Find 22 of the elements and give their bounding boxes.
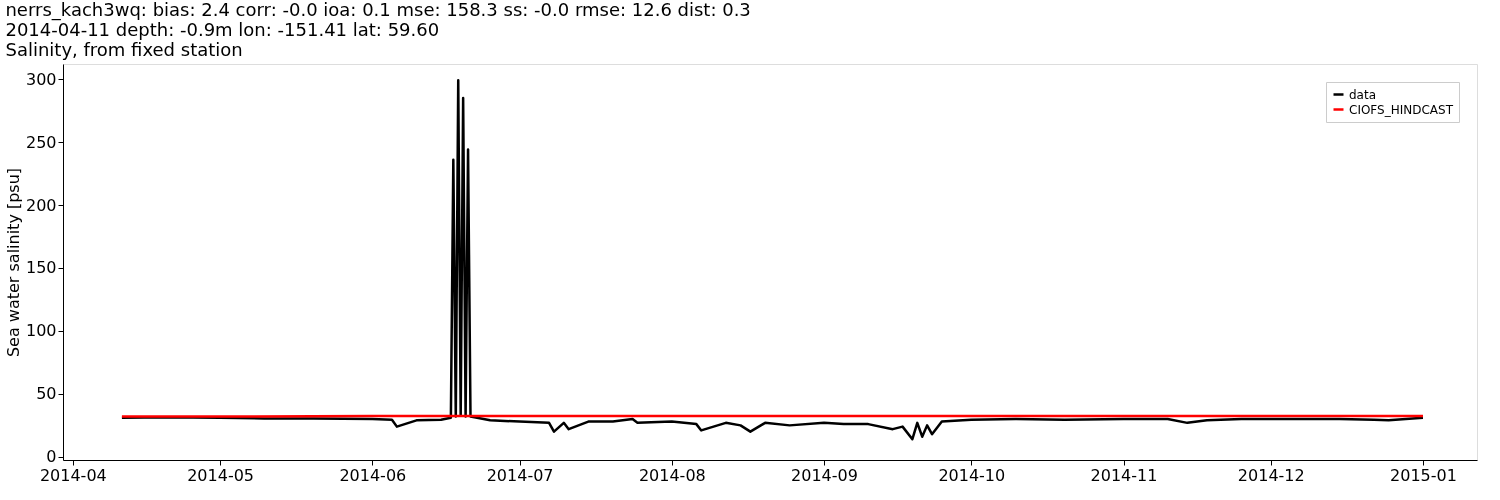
x-tick-label: 2014-10 [938,465,1006,485]
x-tick-label: 2014-08 [638,465,706,485]
y-tick-label: 200 [25,195,57,215]
y-tick-label: 100 [25,321,57,341]
y-tick-label: 300 [25,69,57,89]
text: Salinity, from fixed station [5,39,243,60]
y-tick-label: 0 [46,447,57,467]
legend-label: CIOFS_HINDCAST [1349,102,1454,117]
legend-label: data [1349,87,1377,102]
x-tick-label: 2014-09 [791,465,858,485]
y-tick-label: 50 [36,384,57,404]
x-tick-label: 2014-07 [486,465,554,485]
chart-title: nerrs_kach3wq: bias: 2.4 corr: -0.0 ioa: 0.1 mse: 158.3 ss: -0.0 rmse: 12.6 dist: 0.3 [5,0,751,21]
x-tick-label: 2014-12 [1237,465,1305,485]
x-tick-label: 2014-06 [339,465,407,485]
x-tick-label: 2014-11 [1090,465,1158,485]
x-tick-label: 2014-04 [39,465,107,485]
x-tick-label: 2015-01 [1390,465,1457,485]
x-tick-label: 2014-05 [187,465,255,485]
y-tick-label: 250 [25,132,57,152]
y-axis-title: Sea water salinity [psu] [3,167,23,358]
y-tick-label: 150 [25,258,57,278]
